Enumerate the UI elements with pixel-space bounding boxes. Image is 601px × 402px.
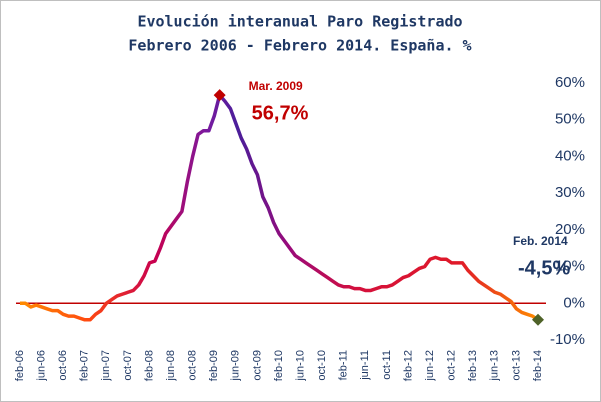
x-tick-label: oct-06 <box>57 350 69 381</box>
x-tick-label: jun-12 <box>424 350 436 382</box>
x-tick-label: oct-11 <box>381 350 393 380</box>
value-label: 56,7% <box>252 102 309 124</box>
x-tick-label: feb-13 <box>467 350 479 381</box>
x-tick-label: feb-14 <box>532 350 544 381</box>
y-tick-label: 20% <box>555 221 585 238</box>
x-tick-label: jun-06 <box>35 350 47 382</box>
x-tick-label: feb-08 <box>143 350 155 381</box>
data-line <box>20 93 539 322</box>
x-tick-label: feb-12 <box>402 350 414 381</box>
value-label: -4,5% <box>518 257 570 279</box>
annotation-label: Mar. 2009 <box>249 79 303 93</box>
chart-title: Evolución interanual Paro Registrado <box>137 13 462 31</box>
x-tick-label: feb-11 <box>338 350 350 380</box>
x-tick-label: oct-12 <box>446 350 458 381</box>
chart-subtitle: Febrero 2006 - Febrero 2014. España. % <box>128 37 471 55</box>
x-tick-label: feb-06 <box>14 350 26 381</box>
x-tick-label: jun-10 <box>294 350 306 382</box>
x-tick-label: oct-13 <box>510 350 522 381</box>
x-tick-label: feb-07 <box>79 350 91 381</box>
x-tick-label: feb-10 <box>273 350 285 381</box>
x-tick-label: feb-09 <box>208 350 220 381</box>
annotation-label: Feb. 2014 <box>513 234 568 248</box>
highlight-marker <box>532 313 544 326</box>
y-tick-label: 30% <box>555 184 585 201</box>
x-tick-label: jun-09 <box>230 350 242 382</box>
y-tick-label: 10% <box>555 258 585 275</box>
y-tick-label: 60% <box>555 74 585 91</box>
y-tick-label: -10% <box>550 331 585 348</box>
y-tick-label: 50% <box>555 111 585 128</box>
x-tick-label: jun-11 <box>359 350 371 381</box>
highlight-marker <box>213 89 226 102</box>
y-tick-label: 40% <box>555 147 585 164</box>
x-tick-label: jun-08 <box>165 350 177 382</box>
y-tick-label: 0% <box>563 294 585 311</box>
x-tick-label: jun-07 <box>100 350 112 382</box>
x-tick-label: oct-09 <box>251 350 263 381</box>
x-tick-label: jun-13 <box>489 350 501 382</box>
x-tick-label: oct-07 <box>122 350 134 381</box>
x-tick-label: oct-08 <box>187 350 199 381</box>
x-tick-label: oct-10 <box>316 350 328 381</box>
